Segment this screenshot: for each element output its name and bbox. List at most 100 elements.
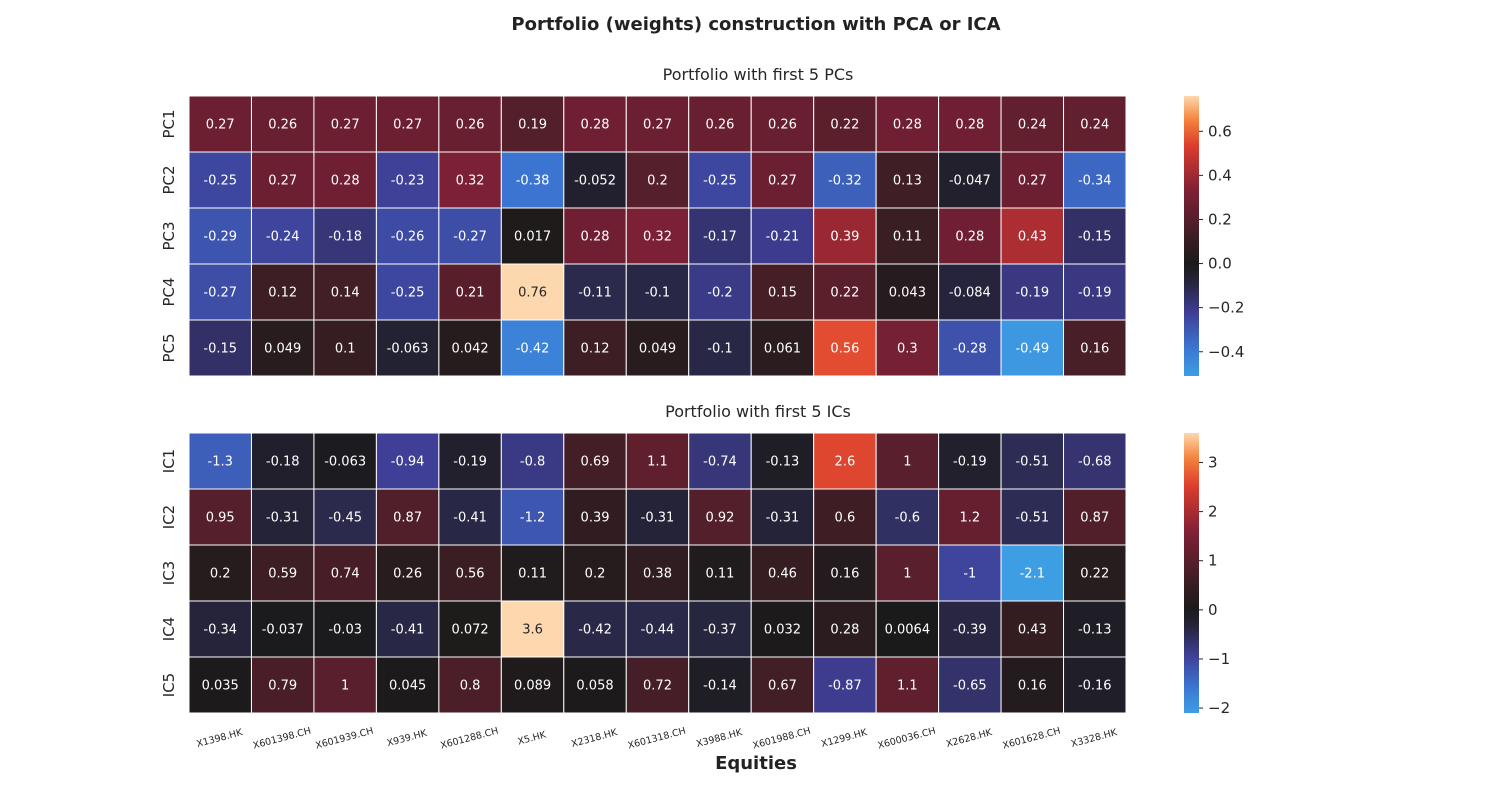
cell-value-label: 0.24: [1018, 118, 1047, 133]
cell-value-label: -0.38: [516, 174, 550, 189]
colorbar-tick-label: −0.2: [1208, 299, 1244, 317]
cell-value-label: -0.25: [703, 174, 737, 189]
cell-value-label: -0.41: [391, 623, 425, 638]
cell-value-label: 0.67: [768, 679, 797, 694]
colorbar-gradient: [1184, 433, 1199, 713]
cell-value-label: -0.19: [1015, 286, 1049, 301]
x-axis-label: Equities: [715, 753, 797, 774]
cell-value-label: -0.27: [203, 286, 237, 301]
cell-value-label: -0.41: [453, 511, 487, 526]
cell-value-label: 0.072: [451, 623, 488, 638]
cell-value-label: 0.15: [768, 286, 797, 301]
cell-value-label: -1: [963, 567, 976, 582]
cell-value-label: 0.043: [889, 286, 926, 301]
cell-value-label: 0.042: [451, 342, 488, 357]
cell-value-label: 0.27: [1018, 174, 1047, 189]
column-tick-label: X601398.CH: [252, 726, 312, 752]
cell-value-label: -0.13: [1078, 623, 1112, 638]
cell-value-label: 0.32: [456, 174, 485, 189]
colorbar-tick-label: 0: [1208, 601, 1218, 619]
cell-value-label: 0.13: [893, 174, 922, 189]
column-tick-label: X601628.CH: [1001, 726, 1061, 752]
cell-value-label: -0.047: [949, 174, 991, 189]
colorbar-tick-label: 2: [1208, 503, 1218, 521]
column-tick-label: X1299.HK: [820, 727, 869, 750]
cell-value-label: 0.049: [264, 342, 301, 357]
cell-value-label: 0.2: [585, 567, 606, 582]
colorbar-gradient: [1184, 96, 1199, 376]
cell-value-label: 1.1: [897, 679, 918, 694]
cell-value-label: 0.16: [1018, 679, 1047, 694]
cell-value-label: -0.39: [953, 623, 987, 638]
cell-value-label: -0.19: [953, 455, 987, 470]
ica-colorbar: 3210−1−2: [1184, 433, 1230, 717]
cell-value-label: 0.95: [206, 511, 235, 526]
row-tick-label: IC2: [160, 505, 178, 529]
cell-value-label: 0.79: [268, 679, 297, 694]
cell-value-label: 0.56: [456, 567, 485, 582]
column-tick-label: X5.HK: [517, 729, 549, 747]
cell-value-label: -1.3: [208, 455, 233, 470]
cell-value-label: -0.18: [328, 230, 362, 245]
cell-value-label: -0.17: [703, 230, 737, 245]
colorbar-tick-label: −1: [1208, 650, 1230, 668]
cell-value-label: 0.12: [581, 342, 610, 357]
column-tick-label: X3988.HK: [695, 727, 744, 750]
cell-value-label: 0.26: [705, 118, 734, 133]
cell-value-label: -0.11: [578, 286, 612, 301]
cell-value-label: 0.2: [210, 567, 231, 582]
cell-value-label: -0.44: [641, 623, 675, 638]
cell-value-label: -0.34: [1078, 174, 1112, 189]
cell-value-label: -0.74: [703, 455, 737, 470]
cell-value-label: 0.39: [830, 230, 859, 245]
row-tick-label: IC4: [160, 617, 178, 641]
colorbar-tick-label: 3: [1208, 453, 1218, 471]
cell-value-label: -0.23: [391, 174, 425, 189]
cell-value-label: -0.31: [641, 511, 675, 526]
cell-value-label: 0.16: [830, 567, 859, 582]
cell-value-label: 0.0064: [885, 623, 931, 638]
cell-value-label: -0.15: [1078, 230, 1112, 245]
cell-value-label: -0.1: [645, 286, 670, 301]
cell-value-label: 0.92: [705, 511, 734, 526]
row-tick-label: PC4: [160, 277, 178, 306]
row-tick-label: IC3: [160, 561, 178, 585]
cell-value-label: 0.38: [643, 567, 672, 582]
cell-value-label: 0.32: [643, 230, 672, 245]
row-tick-label: PC2: [160, 165, 178, 194]
figure-title: Portfolio (weights) construction with PC…: [511, 14, 1000, 35]
cell-value-label: 0.26: [456, 118, 485, 133]
cell-value-label: 0.27: [206, 118, 235, 133]
cell-value-label: -0.37: [703, 623, 737, 638]
cell-value-label: 0.27: [268, 174, 297, 189]
cell-value-label: 0.27: [643, 118, 672, 133]
cell-value-label: 0.74: [331, 567, 360, 582]
row-tick-label: PC5: [160, 333, 178, 362]
cell-value-label: 0.87: [393, 511, 422, 526]
column-tick-label: X601288.CH: [439, 726, 499, 752]
cell-value-label: 0.058: [576, 679, 613, 694]
cell-value-label: 0.017: [514, 230, 551, 245]
cell-value-label: 1.1: [647, 455, 668, 470]
cell-value-label: 1: [903, 455, 911, 470]
cell-value-label: 0.28: [893, 118, 922, 133]
cell-value-label: -0.03: [328, 623, 362, 638]
cell-value-label: -0.87: [828, 679, 862, 694]
cell-value-label: -0.084: [949, 286, 991, 301]
ica-heatmap: -1.3 -0.18 -0.063 -0.94 -0.19 -0.8 0.69 1.1 -0.7…: [160, 433, 1126, 713]
cell-value-label: -0.19: [1078, 286, 1112, 301]
panel-title-ica: Portfolio with first 5 ICs: [665, 402, 851, 421]
panel-title-pca: Portfolio with first 5 PCs: [663, 65, 854, 84]
cell-value-label: 0.1: [335, 342, 356, 357]
cell-value-label: -0.16: [1078, 679, 1112, 694]
cell-value-label: -0.32: [828, 174, 862, 189]
cell-value-label: 0.26: [768, 118, 797, 133]
cell-value-label: -0.8: [520, 455, 545, 470]
cell-value-label: -0.063: [324, 455, 366, 470]
cell-value-label: 0.11: [705, 567, 734, 582]
cell-value-label: -0.68: [1078, 455, 1112, 470]
cell-value-label: 0.72: [643, 679, 672, 694]
cell-value-label: -0.42: [516, 342, 550, 357]
cell-value-label: 2.6: [835, 455, 856, 470]
